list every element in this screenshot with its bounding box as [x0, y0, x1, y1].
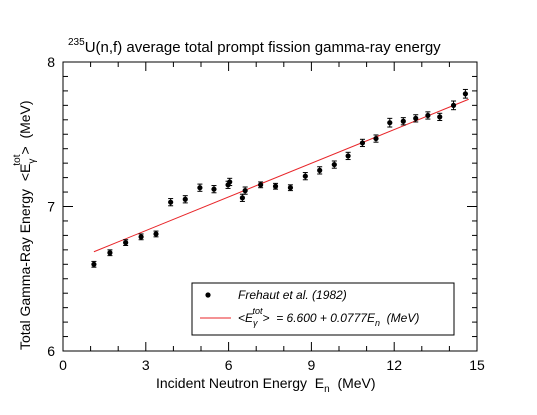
- chart-title-superscript: 235: [68, 37, 85, 48]
- legend-line-open: <E: [238, 311, 254, 325]
- data-point: [317, 166, 323, 175]
- data-point: [227, 177, 233, 187]
- data-point: [211, 185, 217, 194]
- data-point-marker: [123, 240, 129, 246]
- legend-label-points: Frehaut et al. (1982): [238, 288, 347, 302]
- x-axis-title: Incident Neutron Energy En (MeV): [156, 375, 376, 395]
- data-point: [331, 160, 337, 169]
- data-point: [182, 195, 188, 204]
- data-point-marker: [400, 118, 406, 124]
- legend-line-sub2: n: [375, 318, 380, 328]
- x-tick-label: 6: [225, 357, 233, 373]
- data-point-marker: [387, 120, 393, 126]
- data-point-marker: [258, 182, 264, 188]
- data-point: [425, 111, 431, 120]
- data-point-marker: [373, 135, 379, 142]
- legend-line-unit: (MeV): [380, 311, 419, 325]
- data-point: [123, 239, 129, 247]
- data-point-marker: [437, 114, 443, 120]
- data-point-marker: [242, 188, 248, 194]
- y-axis-title-subscript: γ: [27, 159, 38, 164]
- data-point: [168, 198, 174, 207]
- legend-label-line: <Eγ tot> = 6.600 + 0.0777En (MeV): [238, 306, 419, 328]
- x-tick-label: 3: [142, 357, 150, 373]
- data-point-marker: [227, 179, 233, 185]
- data-point: [197, 183, 203, 192]
- data-point-marker: [107, 250, 113, 256]
- legend: Frehaut et al. (1982) <Eγ tot> = 6.600 + …: [191, 282, 455, 336]
- data-point: [272, 182, 279, 190]
- data-point-marker: [287, 185, 294, 191]
- data-point: [242, 186, 248, 195]
- data-point-marker: [317, 167, 323, 173]
- x-axis: 0 3 6 9 12 15: [59, 62, 485, 373]
- x-tick-label: 12: [386, 357, 402, 373]
- y-tick-label: 8: [47, 54, 55, 70]
- data-point: [387, 117, 393, 128]
- data-points: [91, 88, 469, 268]
- legend-line-sup: tot: [253, 306, 264, 316]
- data-point: [287, 184, 294, 192]
- data-point-marker: [182, 196, 188, 202]
- data-point: [258, 181, 264, 189]
- data-point: [373, 134, 379, 143]
- data-point-marker: [138, 234, 144, 240]
- data-point-marker: [239, 195, 245, 201]
- fit-line: [93, 98, 469, 253]
- legend-box: [191, 282, 455, 336]
- y-axis-title: Total Gamma-Ray Energy <Eγtot> (MeV): [12, 100, 38, 350]
- data-point-marker: [91, 261, 97, 267]
- data-point: [239, 193, 245, 202]
- x-tick-label: 15: [469, 357, 485, 373]
- data-point-marker: [153, 231, 159, 237]
- y-axis: 6 7 8: [47, 54, 477, 359]
- data-point: [437, 112, 443, 122]
- legend-marker-points: [205, 292, 211, 298]
- y-tick-label: 7: [47, 199, 55, 215]
- data-point-marker: [425, 112, 431, 119]
- data-point: [107, 249, 113, 257]
- legend-line-sub: γ: [253, 318, 258, 328]
- y-tick-label: 6: [47, 343, 55, 359]
- y-axis-title-superscript: tot: [12, 154, 23, 165]
- data-point: [400, 117, 406, 126]
- data-point: [345, 151, 351, 161]
- legend-line-close: > = 6.600 + 0.0777E: [263, 311, 376, 325]
- data-point: [153, 230, 159, 238]
- data-point: [138, 233, 144, 241]
- x-axis-title-text: Incident Neutron Energy E: [156, 375, 324, 391]
- data-point-marker: [345, 153, 351, 159]
- data-point-marker: [450, 102, 457, 108]
- chart-title: 235U(n,f) average total prompt fission g…: [68, 37, 441, 56]
- data-point: [413, 114, 419, 123]
- chart-title-text: U(n,f) average total prompt fission gamm…: [85, 39, 441, 56]
- data-point-marker: [462, 91, 469, 97]
- data-point-marker: [168, 199, 174, 205]
- data-point-marker: [272, 183, 279, 189]
- y-axis-title-text: Total Gamma-Ray Energy <E: [17, 164, 33, 350]
- data-point: [462, 88, 469, 99]
- data-point: [302, 172, 308, 181]
- data-point: [91, 260, 97, 268]
- x-tick-label: 0: [59, 357, 67, 373]
- x-axis-title-unit: (MeV): [330, 375, 376, 391]
- data-point-marker: [302, 173, 308, 179]
- x-tick-label: 9: [308, 357, 316, 373]
- data-point-marker: [413, 115, 419, 121]
- data-point-marker: [359, 140, 366, 146]
- data-point: [450, 100, 457, 111]
- data-point-marker: [331, 161, 337, 168]
- y-axis-title-unit: > (MeV): [17, 100, 33, 154]
- x-axis-title-subscript: n: [324, 384, 330, 395]
- data-point-marker: [197, 185, 203, 191]
- data-point-marker: [211, 186, 217, 192]
- data-point: [359, 138, 366, 148]
